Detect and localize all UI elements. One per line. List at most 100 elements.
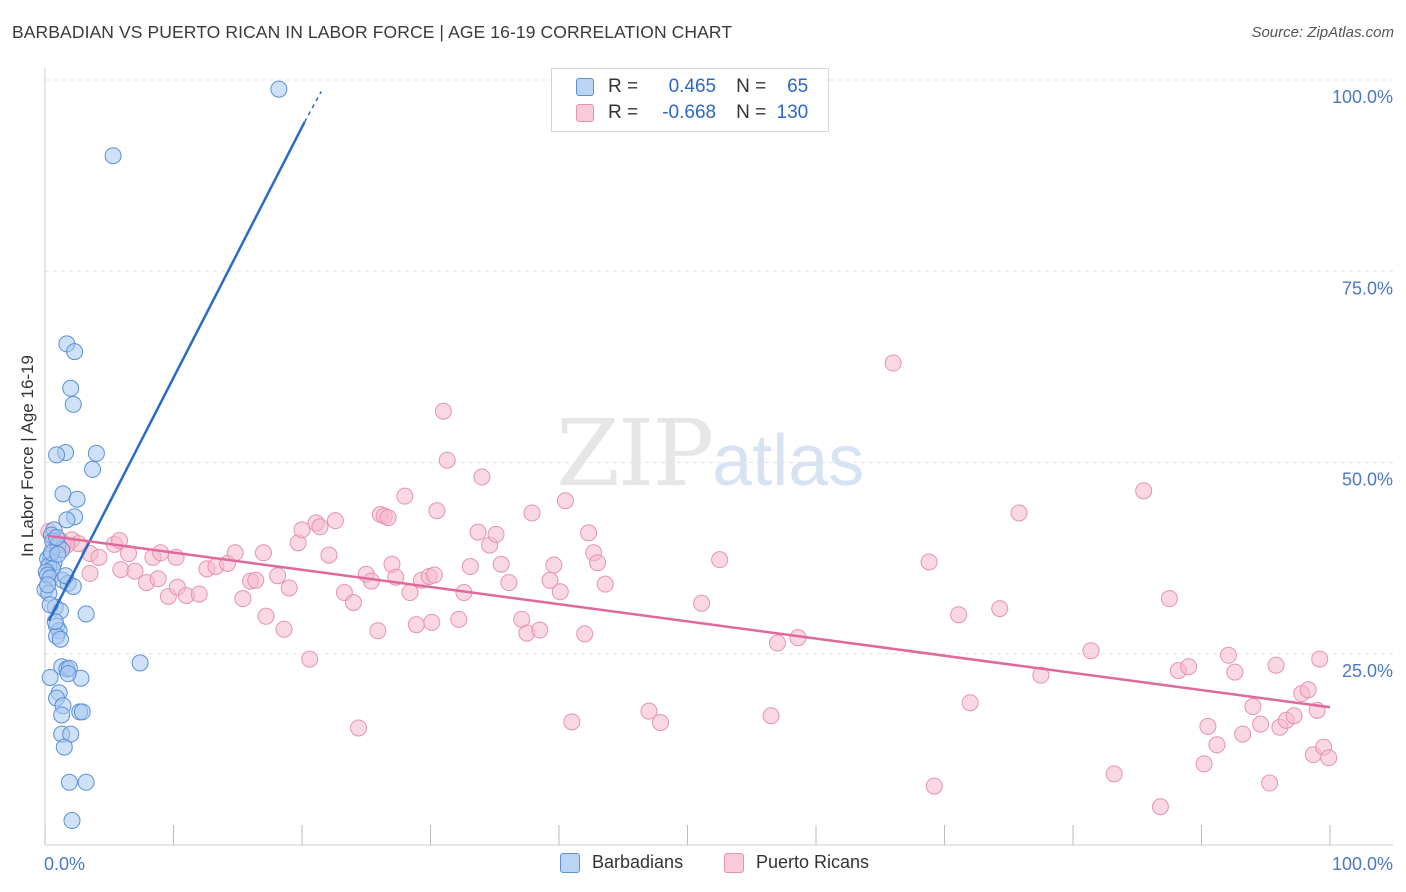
legend-item-puerto-ricans[interactable]: Puerto Ricans xyxy=(724,852,869,873)
barbadian-trend-line xyxy=(47,121,306,622)
puerto-ricans-swatch xyxy=(724,852,744,873)
puerto-rican-point xyxy=(112,561,130,579)
barbadian-point xyxy=(60,773,78,791)
puerto-rican-point xyxy=(652,714,670,732)
puerto-rican-point xyxy=(190,585,208,603)
legend-n-label: N = xyxy=(736,76,767,97)
puerto-rican-point xyxy=(531,621,549,639)
puerto-rican-point xyxy=(1032,666,1050,684)
puerto-rican-point xyxy=(1219,646,1237,664)
watermark-zip: ZIP xyxy=(556,400,714,507)
barbadian-point xyxy=(59,665,77,683)
legend-r-label: R = xyxy=(608,76,639,97)
puerto-rican-point xyxy=(301,650,319,668)
zipatlas-watermark: ZIPatlas xyxy=(556,400,864,507)
puerto-rican-point xyxy=(344,593,362,611)
puerto-rican-point xyxy=(551,583,569,601)
puerto-rican-point xyxy=(1252,715,1270,733)
legend-swatch-blue xyxy=(576,78,594,96)
puerto-rican-point xyxy=(379,509,397,527)
barbadian-point xyxy=(63,812,81,830)
y-tick-label: 75.0% xyxy=(1342,278,1393,298)
barbadian-point xyxy=(131,654,149,672)
puerto-rican-point xyxy=(257,607,275,625)
puerto-rican-point xyxy=(428,502,446,520)
puerto-rican-point xyxy=(991,600,1009,618)
puerto-rican-point xyxy=(293,521,311,539)
puerto-rican-point xyxy=(434,402,452,420)
barbadian-point xyxy=(68,490,86,508)
puerto-rican-point xyxy=(1226,663,1244,681)
puerto-rican-point xyxy=(1234,725,1252,743)
puerto-rican-point xyxy=(563,713,581,731)
legend-row-puerto-ricans: R = -0.668 N = 130 xyxy=(576,101,808,125)
legend-item-barbadians[interactable]: Barbadians xyxy=(560,852,683,873)
puerto-rican-point xyxy=(545,556,563,574)
legend-label-puerto-ricans: Puerto Ricans xyxy=(756,852,870,872)
puerto-rican-point xyxy=(1311,650,1329,668)
puerto-rican-point xyxy=(596,575,614,593)
barbadian-point xyxy=(62,379,80,397)
puerto-rican-point xyxy=(1244,698,1262,716)
legend-label-barbadians: Barbadians xyxy=(592,852,684,872)
puerto-rican-point xyxy=(925,777,943,795)
legend-n-value: 130 xyxy=(776,102,809,123)
puerto-rican-point xyxy=(396,487,414,505)
puerto-rican-point xyxy=(1267,656,1285,674)
puerto-rican-point xyxy=(280,579,298,597)
barbadian-point xyxy=(104,147,122,165)
puerto-rican-point xyxy=(1105,765,1123,783)
puerto-rican-point xyxy=(589,554,607,572)
puerto-rican-point xyxy=(234,590,252,608)
puerto-rican-point xyxy=(711,551,729,569)
puerto-rican-point xyxy=(254,544,272,562)
y-tick-label: 25.0% xyxy=(1342,661,1393,681)
barbadian-point xyxy=(77,773,95,791)
puerto-rican-point xyxy=(961,694,979,712)
puerto-rican-point xyxy=(1299,681,1317,699)
puerto-rican-trend-line xyxy=(48,534,1331,709)
puerto-rican-point xyxy=(1261,774,1279,792)
puerto-rican-point xyxy=(1320,749,1338,767)
barbadian-point xyxy=(53,706,71,724)
puerto-rican-point xyxy=(920,553,938,571)
barbadian-point xyxy=(51,630,69,648)
barbadian-point xyxy=(87,444,105,462)
barbadian-point xyxy=(54,485,72,503)
legend-row-barbadians: R = 0.465 N = 65 xyxy=(576,75,808,99)
puerto-rican-point xyxy=(407,616,425,634)
puerto-rican-point xyxy=(350,719,368,737)
barbadians-swatch xyxy=(560,852,580,873)
puerto-rican-point xyxy=(768,634,786,652)
puerto-rican-point xyxy=(1208,736,1226,754)
puerto-rican-point xyxy=(576,625,594,643)
puerto-rican-point xyxy=(1285,707,1303,725)
puerto-rican-point xyxy=(126,562,144,580)
y-axis-label: In Labor Force | Age 16-19 xyxy=(18,355,37,557)
barbadian-point xyxy=(84,460,102,478)
legend-r-value: 0.465 xyxy=(668,76,717,97)
puerto-rican-point xyxy=(1180,658,1198,676)
puerto-rican-point xyxy=(450,610,468,628)
source-credit: Source: ZipAtlas.com xyxy=(1251,24,1394,41)
puerto-rican-point xyxy=(523,504,541,522)
puerto-rican-point xyxy=(1010,504,1028,522)
puerto-rican-point xyxy=(500,574,518,592)
puerto-rican-point xyxy=(81,564,99,582)
barbadian-point xyxy=(49,545,67,563)
puerto-rican-point xyxy=(461,558,479,576)
puerto-rican-point xyxy=(487,525,505,543)
legend-r-label: R = xyxy=(608,102,639,123)
puerto-rican-point xyxy=(326,512,344,530)
puerto-rican-point xyxy=(311,518,329,536)
puerto-rican-point xyxy=(247,571,265,589)
puerto-rican-point xyxy=(1082,642,1100,660)
chart-title: BARBADIAN VS PUERTO RICAN IN LABOR FORCE… xyxy=(12,22,733,42)
barbadian-point xyxy=(46,613,64,631)
x-tick-label: 0.0% xyxy=(44,854,85,874)
puerto-rican-point xyxy=(226,544,244,562)
puerto-rican-point xyxy=(401,584,419,602)
barbadian-point xyxy=(39,576,57,594)
correlation-legend: R = 0.465 N = 65 R = -0.668 N = 130 xyxy=(551,68,829,132)
